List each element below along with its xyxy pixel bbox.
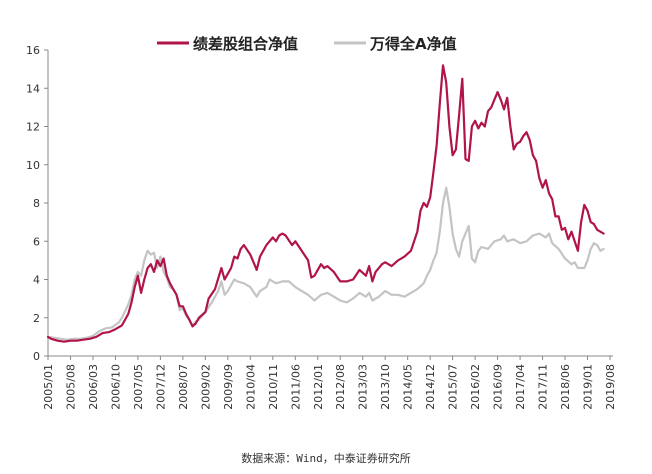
series-lines	[46, 64, 605, 343]
x-tick-label: 2014/12	[424, 364, 437, 410]
x-tick-label: 2019/08	[604, 364, 617, 410]
y-tick-label: 14	[26, 82, 40, 95]
x-tick-label: 2007/12	[154, 364, 167, 410]
x-tick-label: 2014/05	[402, 364, 415, 410]
legend-label-wind-all-a: 万得全A净值	[369, 35, 457, 53]
source-note: 数据来源：Wind，中泰证券研究所	[241, 452, 411, 465]
y-tick-label: 8	[33, 197, 40, 210]
x-tick-label: 2011/06	[289, 364, 302, 410]
x-tick-label: 2008/07	[177, 364, 190, 410]
x-tick-label: 2013/03	[357, 364, 370, 410]
x-tick-label: 2012/01	[312, 364, 325, 410]
y-tick-label: 16	[26, 44, 40, 57]
x-tick-label: 2009/02	[199, 364, 212, 410]
x-tick-label: 2017/04	[514, 364, 527, 410]
x-tick-label: 2019/01	[582, 364, 595, 410]
x-tick-label: 2005/01	[42, 364, 55, 410]
x-tick-label: 2007/05	[132, 364, 145, 410]
x-tick-label: 2006/10	[109, 364, 122, 410]
x-tick-label: 2006/03	[87, 364, 100, 410]
series-line-poor-stock	[46, 64, 605, 343]
y-tick-label: 0	[33, 350, 40, 363]
x-tick-label: 2013/10	[379, 364, 392, 410]
x-tick-label: 2010/11	[267, 364, 280, 410]
series-line-wind-all-a	[46, 186, 605, 341]
x-axis-ticks: 2005/01 2005/08 2006/03 2006/10 2007/05 2007/…	[42, 356, 617, 410]
y-tick-label: 10	[26, 159, 40, 172]
y-tick-label: 6	[33, 235, 40, 248]
y-tick-label: 12	[26, 121, 40, 134]
x-tick-label: 2016/09	[492, 364, 505, 410]
y-axis-ticks: 0 2 4 6 8 10 12 14 16	[26, 44, 48, 363]
x-tick-label: 2018/06	[559, 364, 572, 410]
x-tick-label: 2012/08	[334, 364, 347, 410]
x-tick-label: 2016/02	[469, 364, 482, 410]
x-tick-label: 2010/04	[244, 364, 257, 410]
chart-legend: 绩差股组合净值 万得全A净值	[157, 35, 457, 53]
y-tick-label: 4	[33, 274, 40, 287]
legend-label-poor-stock: 绩差股组合净值	[193, 35, 298, 53]
x-tick-label: 2017/11	[537, 364, 550, 410]
x-tick-label: 2005/08	[64, 364, 77, 410]
x-tick-label: 2009/09	[222, 364, 235, 410]
y-tick-label: 2	[33, 312, 40, 325]
x-tick-label: 2015/07	[447, 364, 460, 410]
